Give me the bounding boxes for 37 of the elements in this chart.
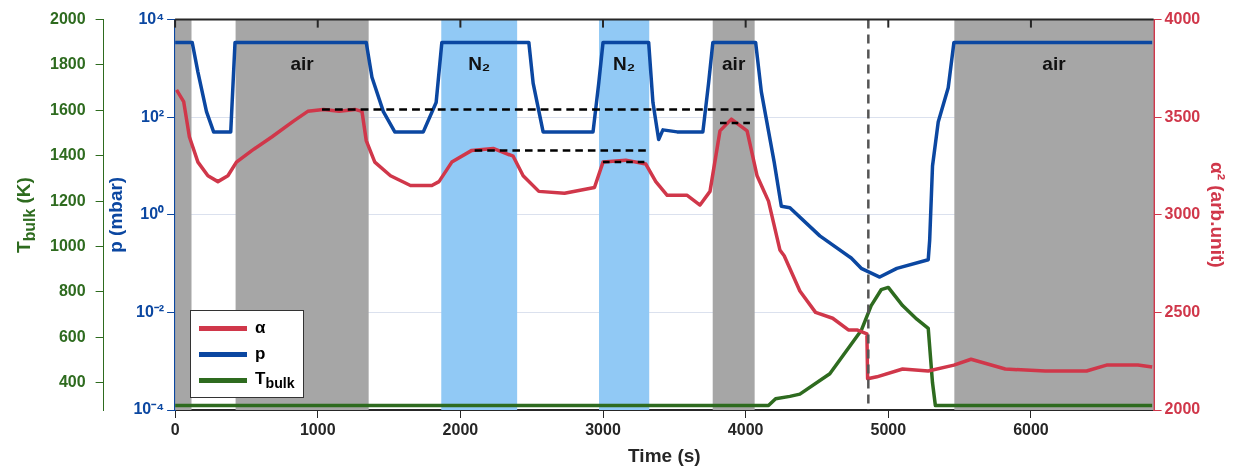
band-label: air xyxy=(722,52,746,74)
y-tick-label: 10⁻² xyxy=(135,302,165,320)
y2-tick-label: 2000 xyxy=(1164,400,1201,418)
y3-tick-label: 1800 xyxy=(50,55,86,73)
band-label: air xyxy=(290,52,315,74)
y2-tick-label: 4000 xyxy=(1164,10,1201,28)
y3-tick-label: 1600 xyxy=(50,100,86,118)
y2-tick-label: 3500 xyxy=(1164,107,1201,125)
band-label: N₂ xyxy=(613,52,636,74)
x-tick-label: 1000 xyxy=(299,421,336,439)
x-axis-title: Time (s) xyxy=(628,444,701,466)
legend-label: α xyxy=(255,318,266,338)
band-label: air xyxy=(1042,52,1067,74)
legend-label: T$_{bulk}$ xyxy=(255,368,295,392)
x-tick-label: 0 xyxy=(170,421,180,439)
x-tick-label: 4000 xyxy=(727,421,764,439)
y2-tick-label: 2500 xyxy=(1164,302,1201,320)
y2-tick-label: 3000 xyxy=(1164,205,1201,223)
x-tick-label: 2000 xyxy=(442,421,479,439)
y3-tick-label: 600 xyxy=(58,327,86,345)
y3-tick-label: 1200 xyxy=(50,191,86,209)
y3-tick-label: 1400 xyxy=(50,146,86,164)
y-tick-label: 10⁴ xyxy=(138,10,165,28)
y3-tick-label: 1000 xyxy=(50,236,86,254)
y-tick-label: 10⁰ xyxy=(140,205,165,223)
y3-tick-label: 2000 xyxy=(50,10,86,28)
y-tick-label: 10² xyxy=(140,107,165,125)
x-tick-label: 5000 xyxy=(870,421,907,439)
y-axis-title: p (mbar) xyxy=(105,176,127,253)
band-label: N₂ xyxy=(468,52,491,74)
y2-axis-title: α² (arb.unit) xyxy=(1207,162,1229,268)
y3-tick-label: 400 xyxy=(58,373,86,391)
x-tick-label: 3000 xyxy=(585,421,621,439)
y-tick-label: 10⁻⁴ xyxy=(133,400,165,418)
legend-label: p xyxy=(255,344,266,364)
x-tick-label: 6000 xyxy=(1013,421,1049,439)
y3-tick-label: 800 xyxy=(58,282,86,300)
